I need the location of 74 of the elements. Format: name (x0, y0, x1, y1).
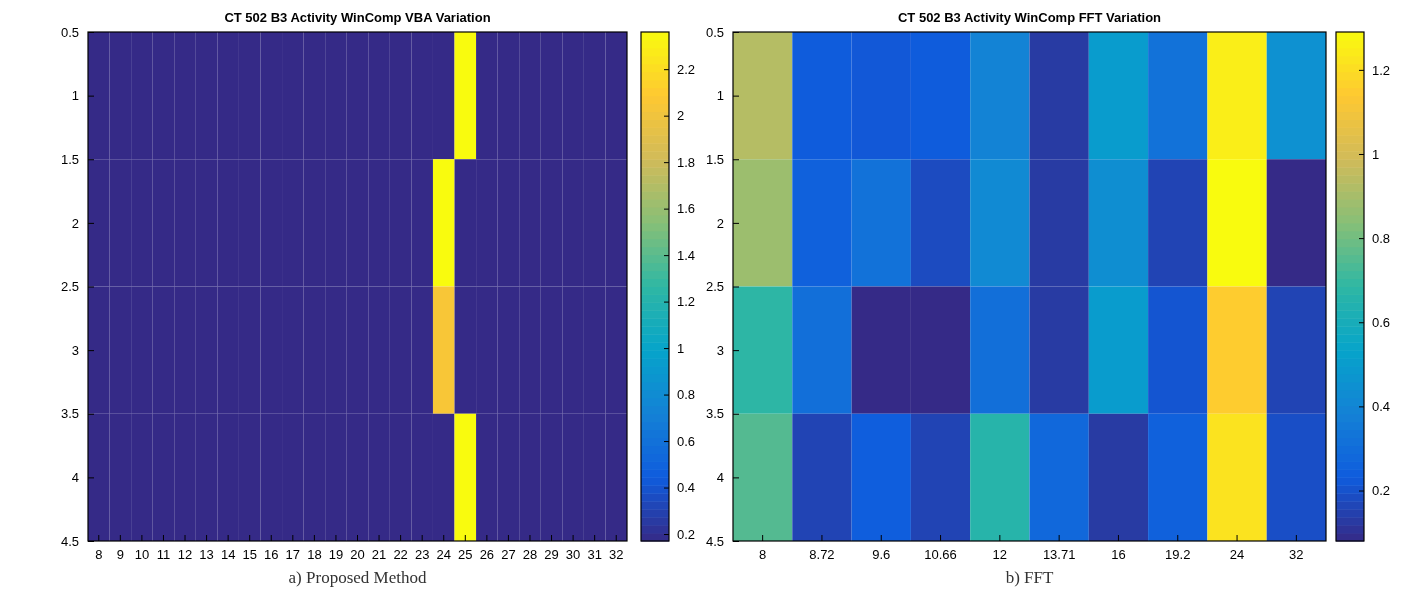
y-tick-label: 4.5 (705, 533, 724, 549)
x-tick-label: 16 (264, 547, 279, 563)
color-bar-label: 0.4 (1372, 399, 1391, 415)
x-tick-label: 32 (1289, 547, 1304, 563)
x-tick-label: 10 (134, 547, 150, 563)
color-bar-label: 1.4 (677, 247, 696, 263)
color-bar-label: 0.6 (1372, 314, 1391, 330)
x-tick-label: 26 (479, 547, 495, 563)
x-tick-label: 21 (371, 547, 387, 563)
x-tick-label: 30 (565, 547, 581, 563)
y-tick-label: 0.5 (705, 24, 724, 40)
x-tick-label: 17 (285, 547, 301, 563)
x-tick-label: 12 (177, 547, 193, 563)
color-bar-label: 1.8 (677, 154, 696, 170)
x-tick-label: 9 (116, 547, 124, 563)
color-bar-label: 0.2 (677, 526, 696, 542)
x-tick-label: 14 (220, 547, 236, 563)
x-tick-label: 8 (759, 547, 767, 563)
y-tick-label: 3 (71, 342, 79, 358)
x-tick-label: 9.6 (872, 547, 891, 563)
y-tick-label: 3.5 (705, 406, 724, 422)
x-tick-label: 13 (199, 547, 214, 563)
color-bar-label: 1 (677, 340, 685, 356)
y-tick-label: 1.5 (60, 151, 79, 167)
x-tick-label: 8 (95, 547, 103, 563)
color-bar-label: 0.2 (1372, 483, 1391, 499)
y-tick-label: 4 (716, 470, 724, 486)
color-bar-label: 1.6 (677, 201, 696, 217)
y-tick-label: 2.5 (705, 279, 724, 295)
y-tick-label: 1 (71, 88, 79, 104)
x-tick-label: 12 (992, 547, 1008, 563)
color-bar-label: 0.6 (677, 433, 696, 449)
color-bar-label: 0.4 (677, 480, 696, 496)
x-tick-label: 20 (350, 547, 365, 563)
color-bar-label: 1.2 (1372, 62, 1391, 78)
y-tick-label: 2.5 (60, 279, 79, 295)
color-bar-label: 0.8 (677, 387, 696, 403)
y-tick-label: 3 (716, 342, 724, 358)
x-tick-label: 28 (522, 547, 538, 563)
x-tick-label: 25 (458, 547, 473, 563)
x-tick-label: 23 (414, 547, 430, 563)
y-tick-label: 4 (71, 470, 79, 486)
x-tick-label: 16 (1111, 547, 1126, 563)
x-tick-label: 22 (393, 547, 408, 563)
x-axis-title: b) FFT (1005, 568, 1054, 587)
x-tick-label: 19.2 (1165, 547, 1191, 563)
x-tick-label: 18 (307, 547, 322, 563)
y-tick-label: 4.5 (60, 533, 79, 549)
x-tick-label: 19 (328, 547, 344, 563)
x-tick-label: 10.66 (924, 547, 957, 563)
y-tick-label: 3.5 (60, 406, 79, 422)
y-tick-label: 2 (71, 215, 79, 231)
color-bar-label: 0.8 (1372, 230, 1391, 246)
y-tick-label: 2 (716, 215, 724, 231)
color-bar-label: 1 (1372, 146, 1380, 162)
chart-title: CT 502 B3 Activity WinComp FFT Variation (897, 10, 1162, 25)
x-tick-label: 32 (608, 547, 624, 563)
y-tick-label: 1.5 (705, 151, 724, 167)
chart-title: CT 502 B3 Activity WinComp VBA Variation (224, 10, 491, 25)
x-tick-label: 27 (501, 547, 516, 563)
color-bar-label: 1.2 (677, 294, 696, 310)
x-tick-label: 31 (587, 547, 602, 563)
x-axis-title: a) Proposed Method (288, 568, 427, 587)
x-tick-label: 15 (242, 547, 257, 563)
x-tick-label: 24 (1229, 547, 1245, 563)
y-tick-label: 1 (716, 88, 724, 104)
color-bar-label: 2 (677, 108, 685, 124)
x-tick-label: 29 (544, 547, 559, 563)
x-tick-label: 24 (436, 547, 451, 563)
y-tick-label: 0.5 (60, 24, 79, 40)
x-tick-label: 11 (156, 547, 171, 563)
x-tick-label: 13.71 (1042, 547, 1076, 563)
x-tick-label: 8.72 (809, 547, 835, 563)
color-bar-label: 2.2 (677, 61, 696, 77)
